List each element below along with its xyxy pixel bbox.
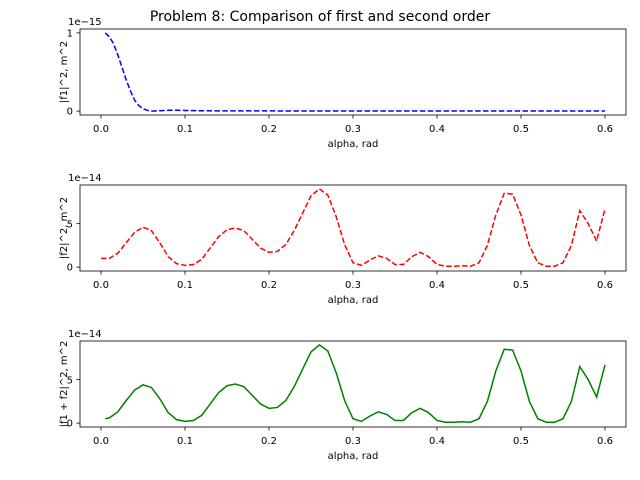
x-tick-label-2-1: 0.1 xyxy=(177,436,193,447)
x-tick-label-2-5: 0.5 xyxy=(513,436,529,447)
x-axis-label-0: alpha, rad xyxy=(328,139,379,150)
x-tick-label-1-6: 0.6 xyxy=(597,280,613,291)
series-line-1-0 xyxy=(101,187,606,267)
x-tick-label-0-2: 0.2 xyxy=(261,124,277,135)
x-tick-label-0-5: 0.5 xyxy=(513,124,529,135)
x-tick-label-1-0: 0.0 xyxy=(93,280,109,291)
x-tick-label-1-3: 0.3 xyxy=(345,280,361,291)
x-tick-label-0-3: 0.3 xyxy=(345,124,361,135)
y-scale-label-0: 1e−15 xyxy=(68,17,102,28)
x-tick-label-2-3: 0.3 xyxy=(345,436,361,447)
x-tick-label-2-2: 0.2 xyxy=(261,436,277,447)
x-tick-label-1-5: 0.5 xyxy=(513,280,529,291)
y-scale-label-1: 1e−14 xyxy=(68,173,102,184)
x-tick-label-2-6: 0.6 xyxy=(597,436,613,447)
x-tick-label-2-4: 0.4 xyxy=(429,436,445,447)
y-tick-label-2-0: 0 xyxy=(67,419,73,430)
x-tick-label-1-2: 0.2 xyxy=(261,280,277,291)
x-tick-label-0-1: 0.1 xyxy=(177,124,193,135)
y-tick-label-1-1: 5 xyxy=(67,219,73,230)
series-line-2-0 xyxy=(105,343,606,423)
x-tick-label-2-0: 0.0 xyxy=(93,436,109,447)
x-axis-label-1: alpha, rad xyxy=(328,295,379,306)
x-tick-label-1-1: 0.1 xyxy=(177,280,193,291)
x-tick-label-0-4: 0.4 xyxy=(429,124,445,135)
y-tick-label-0-1: 1 xyxy=(67,29,73,40)
x-tick-label-0-6: 0.6 xyxy=(597,124,613,135)
y-axis-label-1: |f2|^2, m^2 xyxy=(59,197,70,259)
y-scale-label-2: 1e−14 xyxy=(68,329,102,340)
y-tick-label-1-0: 0 xyxy=(67,263,73,274)
subplot-f1-plus-f2: 0.0 0.1 0.2 0.3 0.4 0.5 0.6 0 5 1e−14 alpha, rad |f… xyxy=(59,329,627,462)
y-tick-label-2-1: 5 xyxy=(67,375,73,386)
y-axis-label-2: |f1 + f2|^2, m^2 xyxy=(59,341,70,428)
y-tick-label-0-0: 0 xyxy=(67,107,73,118)
subplot-f1: 0.0 0.1 0.2 0.3 0.4 0.5 0.6 0 11e−15 alpha, rad |f… xyxy=(59,17,627,150)
y-axis-label-0: |f1|^2, m^2 xyxy=(59,41,70,103)
chart-title: Problem 8: Comparison of first and secon… xyxy=(150,9,491,25)
x-tick-label-0-0: 0.0 xyxy=(93,124,109,135)
series-line-0-0 xyxy=(104,32,605,112)
subplot-f2: 0.0 0.1 0.2 0.3 0.4 0.5 0.6 0 5 1e−14 alpha, rad |f… xyxy=(59,173,627,306)
x-tick-label-1-4: 0.4 xyxy=(429,280,445,291)
x-axis-label-2: alpha, rad xyxy=(328,451,379,462)
